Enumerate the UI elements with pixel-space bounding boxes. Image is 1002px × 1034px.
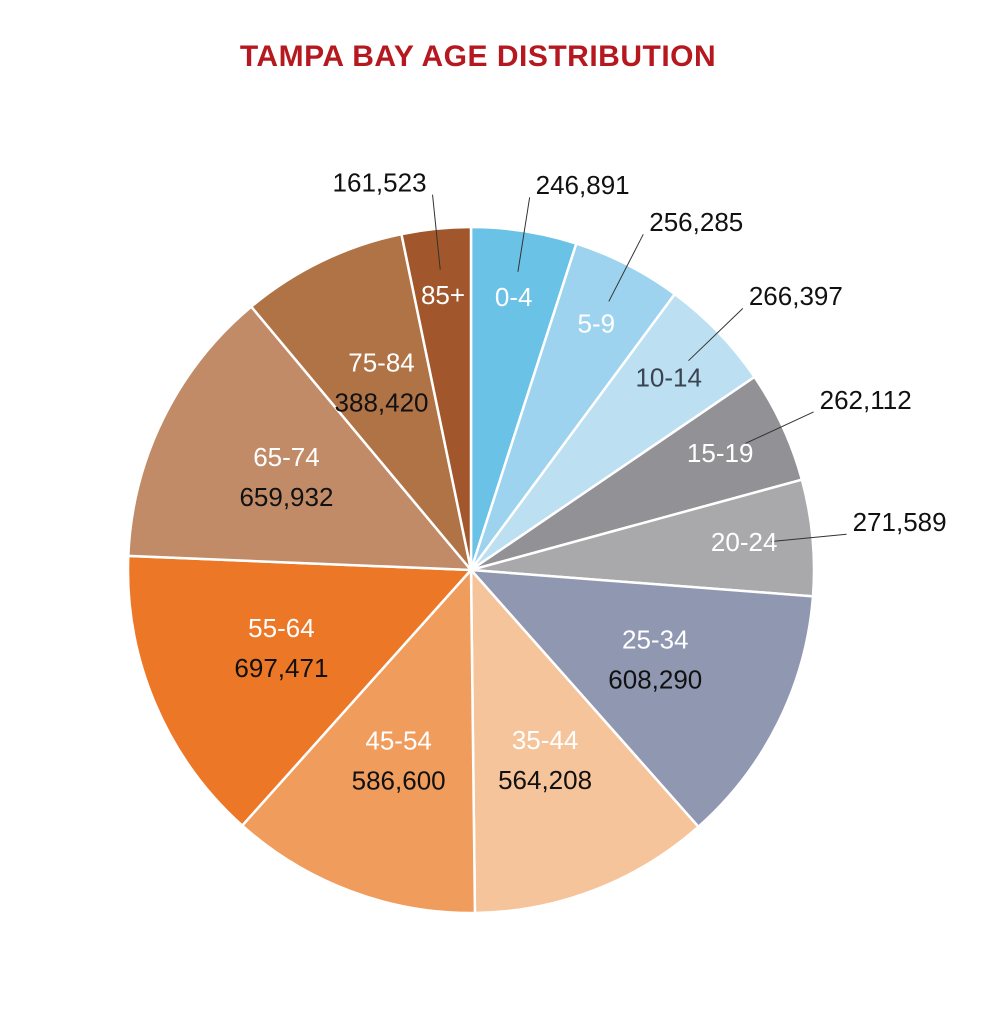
- slice-value-label-35-44: 564,208: [498, 765, 592, 795]
- slice-category-label-5-9: 5-9: [577, 309, 615, 339]
- pie-slice-75-84: [249, 232, 473, 571]
- slice-value-label-15-19: 262,112: [820, 385, 912, 415]
- slice-category-label-45-54: 45-54: [365, 726, 432, 756]
- slice-category-label-10-14: 10-14: [635, 363, 702, 393]
- pie-slice-25-34: [468, 568, 815, 829]
- pie-slice-35-44: [469, 566, 701, 915]
- leader-line-20-24: [771, 533, 847, 542]
- slice-value-label-75-84: 388,420: [335, 388, 429, 418]
- slice-value-label-45-54: 586,600: [352, 766, 446, 796]
- slice-value-label-25-34: 608,290: [608, 665, 702, 695]
- slice-labels: 0-4 246,891 5-9 256,285 10-14 266,397 15-19 262…: [234, 168, 946, 796]
- slice-category-label-0-4: 0-4: [495, 282, 533, 312]
- slice-value-label-55-64: 697,471: [234, 653, 328, 683]
- slice-value-label-85plus: 161,523: [333, 168, 427, 198]
- slice-category-label-65-74: 65-74: [253, 442, 320, 472]
- slice-category-label-35-44: 35-44: [512, 725, 579, 755]
- slice-value-label-5-9: 256,285: [649, 207, 743, 237]
- slice-category-label-55-64: 55-64: [248, 613, 315, 643]
- leader-lines: [432, 194, 847, 542]
- slice-value-label-20-24: 271,589: [853, 507, 947, 537]
- leader-line-10-14: [688, 308, 744, 362]
- slice-category-label-20-24: 20-24: [711, 527, 778, 557]
- slice-category-label-75-84: 75-84: [348, 348, 415, 378]
- leader-line-15-19: [744, 411, 814, 445]
- slice-value-label-65-74: 659,932: [239, 482, 333, 512]
- slice-category-label-15-19: 15-19: [687, 438, 754, 468]
- slice-value-label-0-4: 246,891: [536, 170, 630, 200]
- pie-slice-55-64: [126, 554, 474, 828]
- leader-line-85plus: [432, 194, 441, 270]
- leader-line-5-9: [608, 234, 644, 302]
- pie-slices: [126, 225, 816, 915]
- pie-slice-65-74: [126, 304, 474, 572]
- slice-value-label-10-14: 266,397: [749, 281, 843, 311]
- slice-category-label-85plus: 85+: [421, 280, 465, 310]
- chart-title: TAMPA BAY AGE DISTRIBUTION: [239, 40, 717, 73]
- pie-slice-45-54: [240, 566, 477, 915]
- leader-line-0-4: [517, 197, 531, 272]
- slice-category-label-25-34: 25-34: [622, 625, 689, 655]
